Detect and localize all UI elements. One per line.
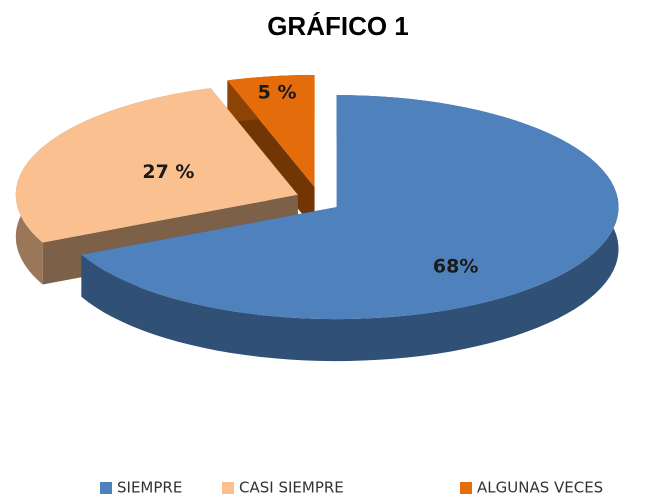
- slice: [15, 88, 298, 243]
- chart-title: GRÁFICO 1: [267, 11, 409, 41]
- legend-label: SIEMPRE: [117, 479, 182, 497]
- legend-swatch: [222, 482, 234, 494]
- legend-label: ALGUNAS VECES: [477, 479, 603, 497]
- value-label: 68%: [433, 256, 478, 278]
- legend-swatch: [460, 482, 472, 494]
- slice: [227, 74, 315, 187]
- legend-label: CASI SIEMPRE: [239, 479, 344, 497]
- value-label: 5 %: [258, 81, 297, 103]
- slice: [81, 95, 619, 362]
- legend-swatch: [100, 482, 112, 494]
- slice: [81, 95, 619, 320]
- value-label: 27 %: [142, 161, 194, 183]
